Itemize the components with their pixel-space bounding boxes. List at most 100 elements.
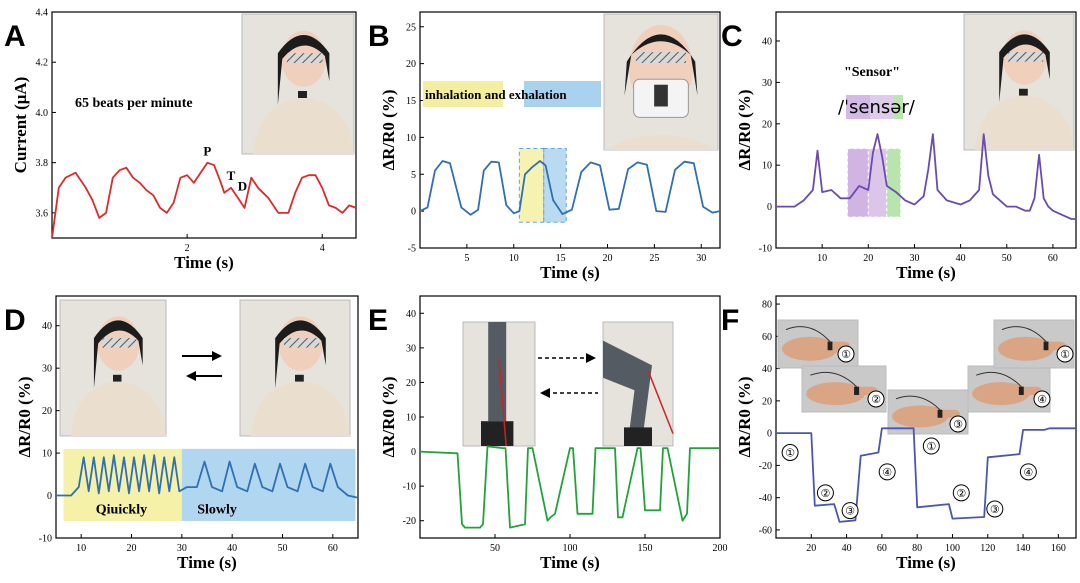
y-tick-label: 40 [762,364,772,375]
finger-sensor [1043,341,1049,351]
y-tick-label: 15 [406,96,416,107]
series-line [776,427,1076,523]
photo-leg-bent [602,321,674,447]
boot-shape [624,427,652,446]
highlight-exhalation [543,147,567,223]
sensor-wire [785,326,831,342]
arrow-right-icon [212,351,222,361]
y-axis-label: ΔR/R0 (%) [735,376,754,457]
x-tick-label: 20 [863,253,873,264]
photo-head-front [59,299,167,437]
y-tick-label: 5 [411,170,416,181]
step-label: ② [956,487,966,500]
curve-step-marker: ② [952,484,970,502]
x-tick-label: 10 [817,253,827,264]
step-label: ① [841,348,851,361]
y-tick-label: 10 [762,161,772,172]
shirt-shape [975,95,1074,150]
photo-leg-straight [462,321,536,447]
x-tick-label: 30 [177,543,187,554]
y-tick-label: 0 [411,447,416,458]
y-tick-label: -10 [759,244,772,255]
arrow-left-icon [186,371,196,381]
y-tick-label: -40 [759,493,772,504]
band-exhalation [524,81,601,107]
strip-s [847,148,869,218]
eye-mask-hatch [1008,52,1044,62]
step-circle [837,345,855,363]
photo-finger-2 [801,365,887,413]
y-tick-label: 3.8 [36,158,49,169]
plot-frame [55,295,359,539]
x-axis-label: Time (s) [896,553,956,572]
annotation-word: "Sensor" [844,65,900,80]
sensor-wire [1001,326,1047,342]
curve-step-marker: ① [922,437,940,455]
annotation-d: D [238,178,247,193]
step-label: ② [871,393,881,406]
y-tick-label: 40 [42,321,52,332]
curve-step-marker: ① [781,443,799,461]
step-circle [949,415,967,433]
y-tick-label: 20 [406,378,416,389]
x-tick-label: 20 [806,543,816,554]
x-tick-label: 20 [603,253,613,264]
y-tick-label: 40 [762,36,772,47]
finger-sensor [827,341,833,351]
photo-marker-1b: ① [1056,345,1074,363]
shirt-shape [253,98,354,154]
neck-sensor [113,374,122,382]
phonetic-band-2 [870,95,894,119]
y-tick-label: 20 [42,406,52,417]
plot-frame [775,11,1077,249]
series-line [419,160,721,216]
step-circle [952,484,970,502]
step-circle [986,500,1004,518]
panel-letter-b: B [368,20,390,53]
strip-en [867,148,888,218]
series-line [776,133,1076,220]
step-label: ③ [953,418,963,431]
step-circle [781,443,799,461]
annotation-p: P [203,144,211,159]
step-label: ① [1060,348,1070,361]
plot-frame [419,11,721,249]
step-circle [1056,345,1074,363]
x-axis-label: Time (s) [174,253,234,272]
x-tick-label: 50 [278,543,288,554]
x-axis-label: Time (s) [540,263,600,282]
x-tick-label: 25 [649,253,659,264]
step-label: ① [926,440,936,453]
y-tick-label: 4.2 [36,58,49,69]
x-tick-label: 40 [842,543,852,554]
band-inhalation [423,81,503,107]
neck-sensor [298,91,307,98]
y-tick-label: 0 [47,491,52,502]
x-tick-label: 150 [638,543,653,554]
y-axis-label: ΔR/R0 (%) [379,89,398,170]
x-tick-label: 40 [227,543,237,554]
x-tick-label: 60 [877,543,887,554]
photo-woman-mask [603,13,719,151]
sensor-wire [976,371,1022,388]
y-tick-label: 4.4 [36,8,49,19]
step-circle [1033,390,1051,408]
strip-ser [886,148,902,218]
x-tick-label: 15 [556,253,566,264]
annotation-bpm: 65 beats per minute [75,96,193,111]
panel-a: 2 4 3.6 3.8 4.0 4.2 4.4 Time (s) Current (μA) 65 … [11,8,357,272]
y-tick-label: -20 [759,461,772,472]
band-label-slowly: Slowly [197,502,237,517]
x-tick-label: 140 [1016,543,1031,554]
y-tick-label: 10 [42,449,52,460]
curve-step-marker: ② [816,484,834,502]
step-label: ② [820,487,830,500]
eye-mask-hatch [102,338,137,348]
sensor-wire [895,395,941,411]
x-tick-label: 200 [713,543,728,554]
step-circle [1019,463,1037,481]
y-tick-label: 80 [762,300,772,311]
y-tick-label: -10 [403,482,416,493]
y-tick-label: -60 [759,525,772,536]
